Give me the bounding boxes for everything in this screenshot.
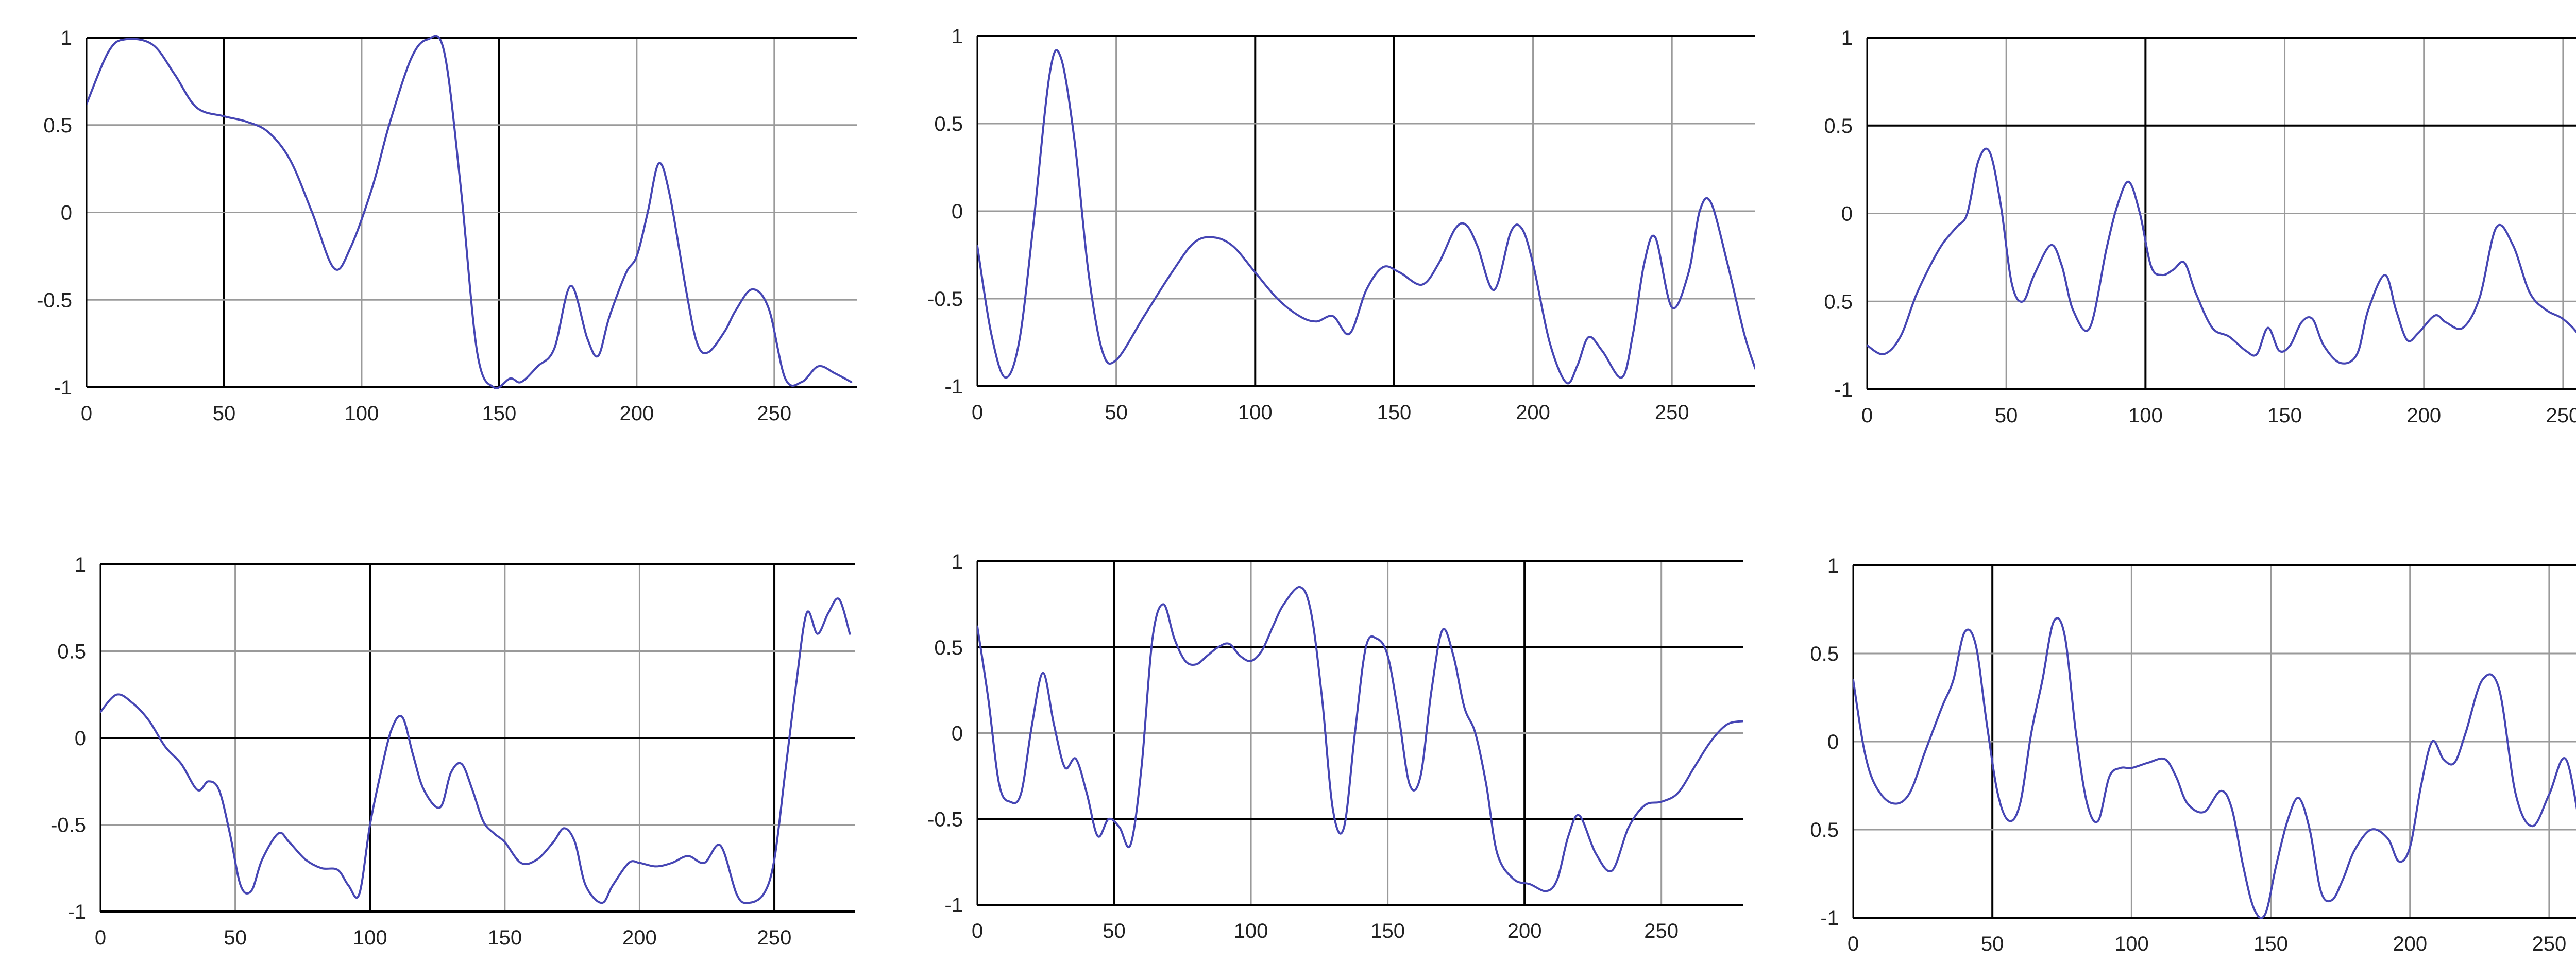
chart-panel-2: -1 -0.5 0 0.5 1 0 50 100 150 200 250 [927,25,1755,424]
x-tick-label: 0 [1848,933,1859,955]
y-tick-label: -0.5 [37,289,72,312]
y-tick-label: -0.5 [50,814,86,837]
y-tick-label: 0 [1841,203,1853,226]
y-tick-label: -1 [54,376,72,399]
chart-panel-6: -1 0.5 0 0.5 1 0 50 100 150 200 250 [1810,555,2576,955]
x-tick-label: 50 [224,926,247,949]
y-tick-label: 0.5 [934,637,963,659]
x-tick-label: 250 [757,402,791,425]
x-tick-label: 100 [2128,404,2163,427]
x-tick-label: 0 [972,401,983,424]
series-line [977,49,1755,385]
chart-panel-3: -1 0.5 0 0.5 1 0 50 100 150 200 250 [1824,27,2576,427]
y-tick-label: 0.5 [1810,819,1839,841]
x-tick-label: 250 [1655,401,1689,424]
x-tick-label: 200 [622,926,657,949]
x-tick-label: 150 [1377,401,1412,424]
x-tick-label: 250 [1644,920,1679,942]
y-tick-label: 0 [952,723,963,745]
y-tick-label: 0.5 [1824,115,1853,137]
x-tick-label: 50 [1103,920,1126,942]
y-tick-label: -0.5 [927,288,963,311]
x-tick-label: 150 [2267,404,2302,427]
x-tick-label: 250 [2532,933,2567,955]
x-tick-label: 50 [1995,404,2018,427]
y-tick-label: -1 [944,894,963,917]
x-tick-label: 0 [81,402,92,425]
y-tick-label: 0 [61,202,72,225]
x-tick-label: 200 [2393,933,2427,955]
y-tick-label: -1 [1834,379,1853,401]
x-tick-label: 0 [1861,404,1873,427]
x-tick-label: 200 [1516,401,1550,424]
y-tick-label: 1 [61,27,72,49]
x-tick-label: 0 [972,920,983,942]
x-tick-label: 50 [1105,401,1128,424]
x-tick-label: 100 [1238,401,1273,424]
y-tick-label: 0.5 [1810,643,1839,665]
x-tick-label: 250 [2546,404,2576,427]
y-tick-label: 1 [1827,555,1839,577]
y-tick-label: -1 [67,901,86,923]
x-tick-label: 200 [2406,404,2441,427]
series-line [87,35,853,389]
x-tick-label: 150 [1370,920,1405,942]
x-tick-label: 50 [1981,933,2004,955]
chart-panel-4: -1 -0.5 0 0.5 1 0 50 100 150 200 250 [50,554,855,949]
x-tick-label: 100 [1234,920,1268,942]
y-tick-label: 0 [952,200,963,223]
y-tick-label: 1 [952,25,963,48]
y-tick-label: 1 [1841,27,1853,49]
x-tick-label: 100 [353,926,387,949]
x-tick-label: 150 [2253,933,2288,955]
y-tick-label: 0.5 [934,113,963,135]
x-tick-label: 50 [213,402,236,425]
y-tick-label: 0.5 [43,114,72,137]
series-line [100,597,851,904]
y-tick-label: -0.5 [927,808,963,831]
x-tick-label: 150 [482,402,517,425]
y-tick-label: 0 [75,727,86,750]
chart-panel-5: -1 -0.5 0 0.5 1 0 50 100 150 200 250 [927,551,1743,942]
y-tick-label: 1 [952,551,963,573]
series-line [1853,617,2576,919]
x-tick-label: 200 [619,402,654,425]
y-tick-label: 1 [75,554,86,576]
y-tick-label: 0.5 [1824,290,1853,313]
x-tick-label: 150 [487,926,522,949]
y-tick-label: 0.5 [57,641,86,663]
x-tick-label: 0 [95,926,106,949]
x-tick-label: 250 [757,926,792,949]
x-tick-label: 200 [1507,920,1542,942]
y-tick-label: -1 [944,375,963,398]
x-tick-label: 100 [345,402,379,425]
chart-panel-1: -1 -0.5 0 0.5 1 0 50 100 150 200 250 [37,27,857,425]
y-tick-label: -1 [1820,907,1839,930]
y-tick-label: 0 [1827,731,1839,753]
x-tick-label: 100 [2114,933,2149,955]
series-line [1867,147,2576,365]
series-line [977,586,1743,892]
